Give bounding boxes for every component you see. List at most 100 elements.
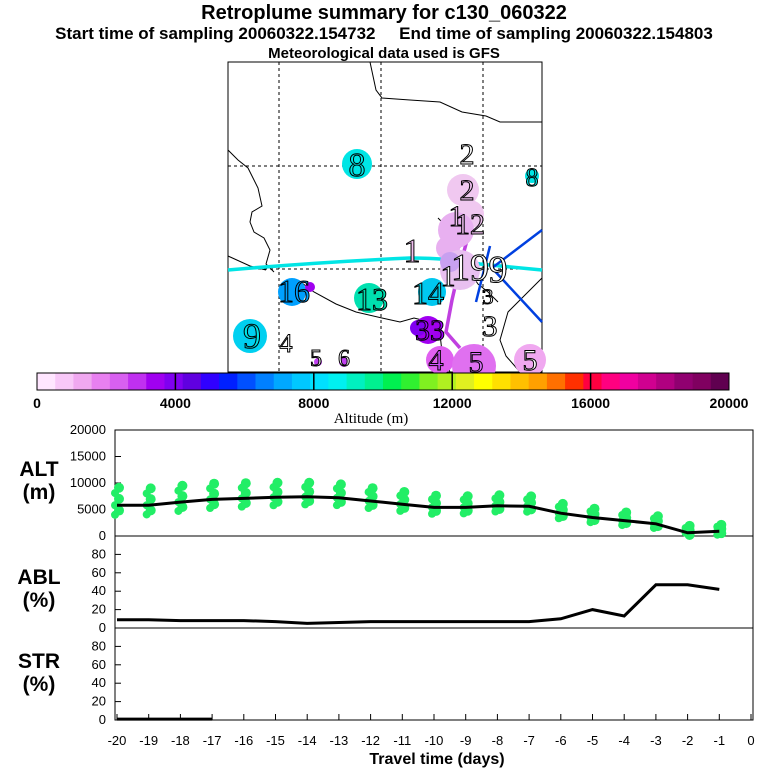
- alt-spread-point: [462, 491, 473, 502]
- x-tick-label: -19: [139, 733, 158, 748]
- y-tick-label: 15000: [70, 449, 106, 464]
- alt-spread-point: [114, 482, 124, 493]
- y-tick-label: 80: [92, 638, 106, 653]
- alt-spread-point: [494, 490, 505, 501]
- colorbar-tick-label: 8000: [298, 395, 329, 411]
- colorbar-cell: [37, 373, 56, 390]
- colorbar-cell: [291, 373, 311, 390]
- map-frame: [227, 61, 543, 373]
- time-series-panels: ALT (m) ABL (%) STR (%) 0 5000 10000 15000 2…: [17, 422, 754, 768]
- colorbar-cell: [255, 373, 275, 390]
- y-tick-label: 60: [92, 565, 106, 580]
- colorbar-cell: [346, 373, 366, 390]
- y-tick-label: 60: [92, 657, 106, 672]
- y-tick-label: 10000: [70, 475, 106, 490]
- plume-cluster-label: 6: [338, 346, 350, 372]
- colorbar-cell: [546, 373, 566, 390]
- alt-spread-point: [621, 507, 632, 518]
- y-tick-label: 0: [99, 620, 106, 635]
- alt-ylabel-unit: (m): [23, 481, 56, 504]
- alt-spread-point: [716, 519, 727, 530]
- alt-spread-point: [684, 520, 695, 531]
- alt-spread-point: [652, 511, 663, 522]
- plume-cluster-dot: [447, 174, 479, 206]
- colorbar-cell: [182, 373, 202, 390]
- plume-cluster-label: 5: [523, 344, 538, 377]
- abl-ylabel: ABL: [17, 566, 60, 589]
- x-tick-label: -14: [298, 733, 317, 748]
- alt-spread-point: [240, 478, 251, 489]
- x-tick-label: -18: [171, 733, 190, 748]
- colorbar-label: Altitude (m): [334, 411, 409, 427]
- colorbar-cell: [710, 373, 730, 390]
- y-tick-label: 40: [92, 675, 106, 690]
- colorbar-frame: [36, 372, 730, 391]
- colorbar-cell: [583, 373, 602, 390]
- plume-cluster-label: 16: [278, 273, 310, 309]
- colorbar-cell: [474, 373, 493, 390]
- alt-ylabel: ALT: [19, 458, 58, 481]
- x-tick-label: -6: [555, 733, 567, 748]
- plume-cluster-label: 1: [449, 200, 464, 233]
- plume-cluster-label: 5: [469, 346, 484, 379]
- plume-cluster-label: 4: [280, 329, 293, 358]
- colorbar-cell: [109, 373, 129, 390]
- y-tick-label: 20: [92, 602, 106, 617]
- x-tick-label: -9: [460, 733, 472, 748]
- colorbar-cell: [510, 373, 530, 390]
- x-tick-label: -13: [330, 733, 349, 748]
- colorbar-cell: [73, 373, 93, 390]
- alt-spread-point: [272, 477, 283, 488]
- colorbar-cell: [55, 373, 74, 390]
- plume-cluster-label: 1: [404, 233, 421, 270]
- flight-track-blue: [474, 229, 543, 323]
- alt-series-line: [117, 495, 720, 535]
- colorbar-cell: [492, 373, 511, 390]
- x-tick-label: -17: [203, 733, 222, 748]
- x-tick-label: -1: [714, 733, 726, 748]
- colorbar-cell: [219, 373, 238, 390]
- x-tick-label: -8: [492, 733, 504, 748]
- colorbar-cell: [328, 373, 347, 390]
- colorbar-cell: [674, 373, 693, 390]
- colorbar-cell: [91, 373, 111, 390]
- chart-title: Retroplume summary for c130_060322: [201, 2, 567, 24]
- colorbar-cell: [437, 373, 457, 390]
- alt-spread-point: [304, 477, 315, 488]
- colorbar-cell: [128, 373, 147, 390]
- abl-series-line: [117, 583, 720, 625]
- alt-spread-point: [589, 503, 600, 514]
- plume-cluster-label: 2: [460, 174, 475, 207]
- colorbar-cell: [656, 373, 675, 390]
- x-tick-label: -15: [266, 733, 285, 748]
- plume-cluster-dot: [342, 149, 372, 179]
- plume-cluster-dot: [440, 252, 460, 272]
- alt-spread-point: [177, 480, 188, 491]
- colorbar-cell: [273, 373, 293, 390]
- plume-cluster-dot: [305, 282, 315, 292]
- plume-cluster-dot: [354, 283, 384, 313]
- alt-spread-point: [557, 498, 568, 509]
- plume-cluster-label: 33: [415, 314, 445, 347]
- sampling-times: Start time of sampling 20060322.154732 E…: [55, 24, 713, 43]
- colorbar-cell: [310, 373, 329, 390]
- plume-cluster-label: 8: [526, 163, 539, 192]
- plume-cluster-dot: [233, 319, 267, 353]
- x-tick-label: -2: [682, 733, 694, 748]
- x-tick-label: -4: [618, 733, 630, 748]
- plume-cluster-label: 3: [483, 284, 494, 309]
- x-tick-label: -11: [393, 733, 411, 748]
- colorbar-cell: [601, 373, 621, 390]
- colorbar-cell: [364, 373, 384, 390]
- colorbar-cell: [619, 373, 639, 390]
- y-tick-label: 5000: [77, 502, 106, 517]
- alt-spread-point: [526, 491, 537, 502]
- y-tick-label: 0: [99, 528, 106, 543]
- map-gridlines: [228, 62, 542, 372]
- y-tick-label: 40: [92, 583, 106, 598]
- colorbar-cell: [237, 373, 256, 390]
- plume-cluster-dot: [426, 346, 454, 374]
